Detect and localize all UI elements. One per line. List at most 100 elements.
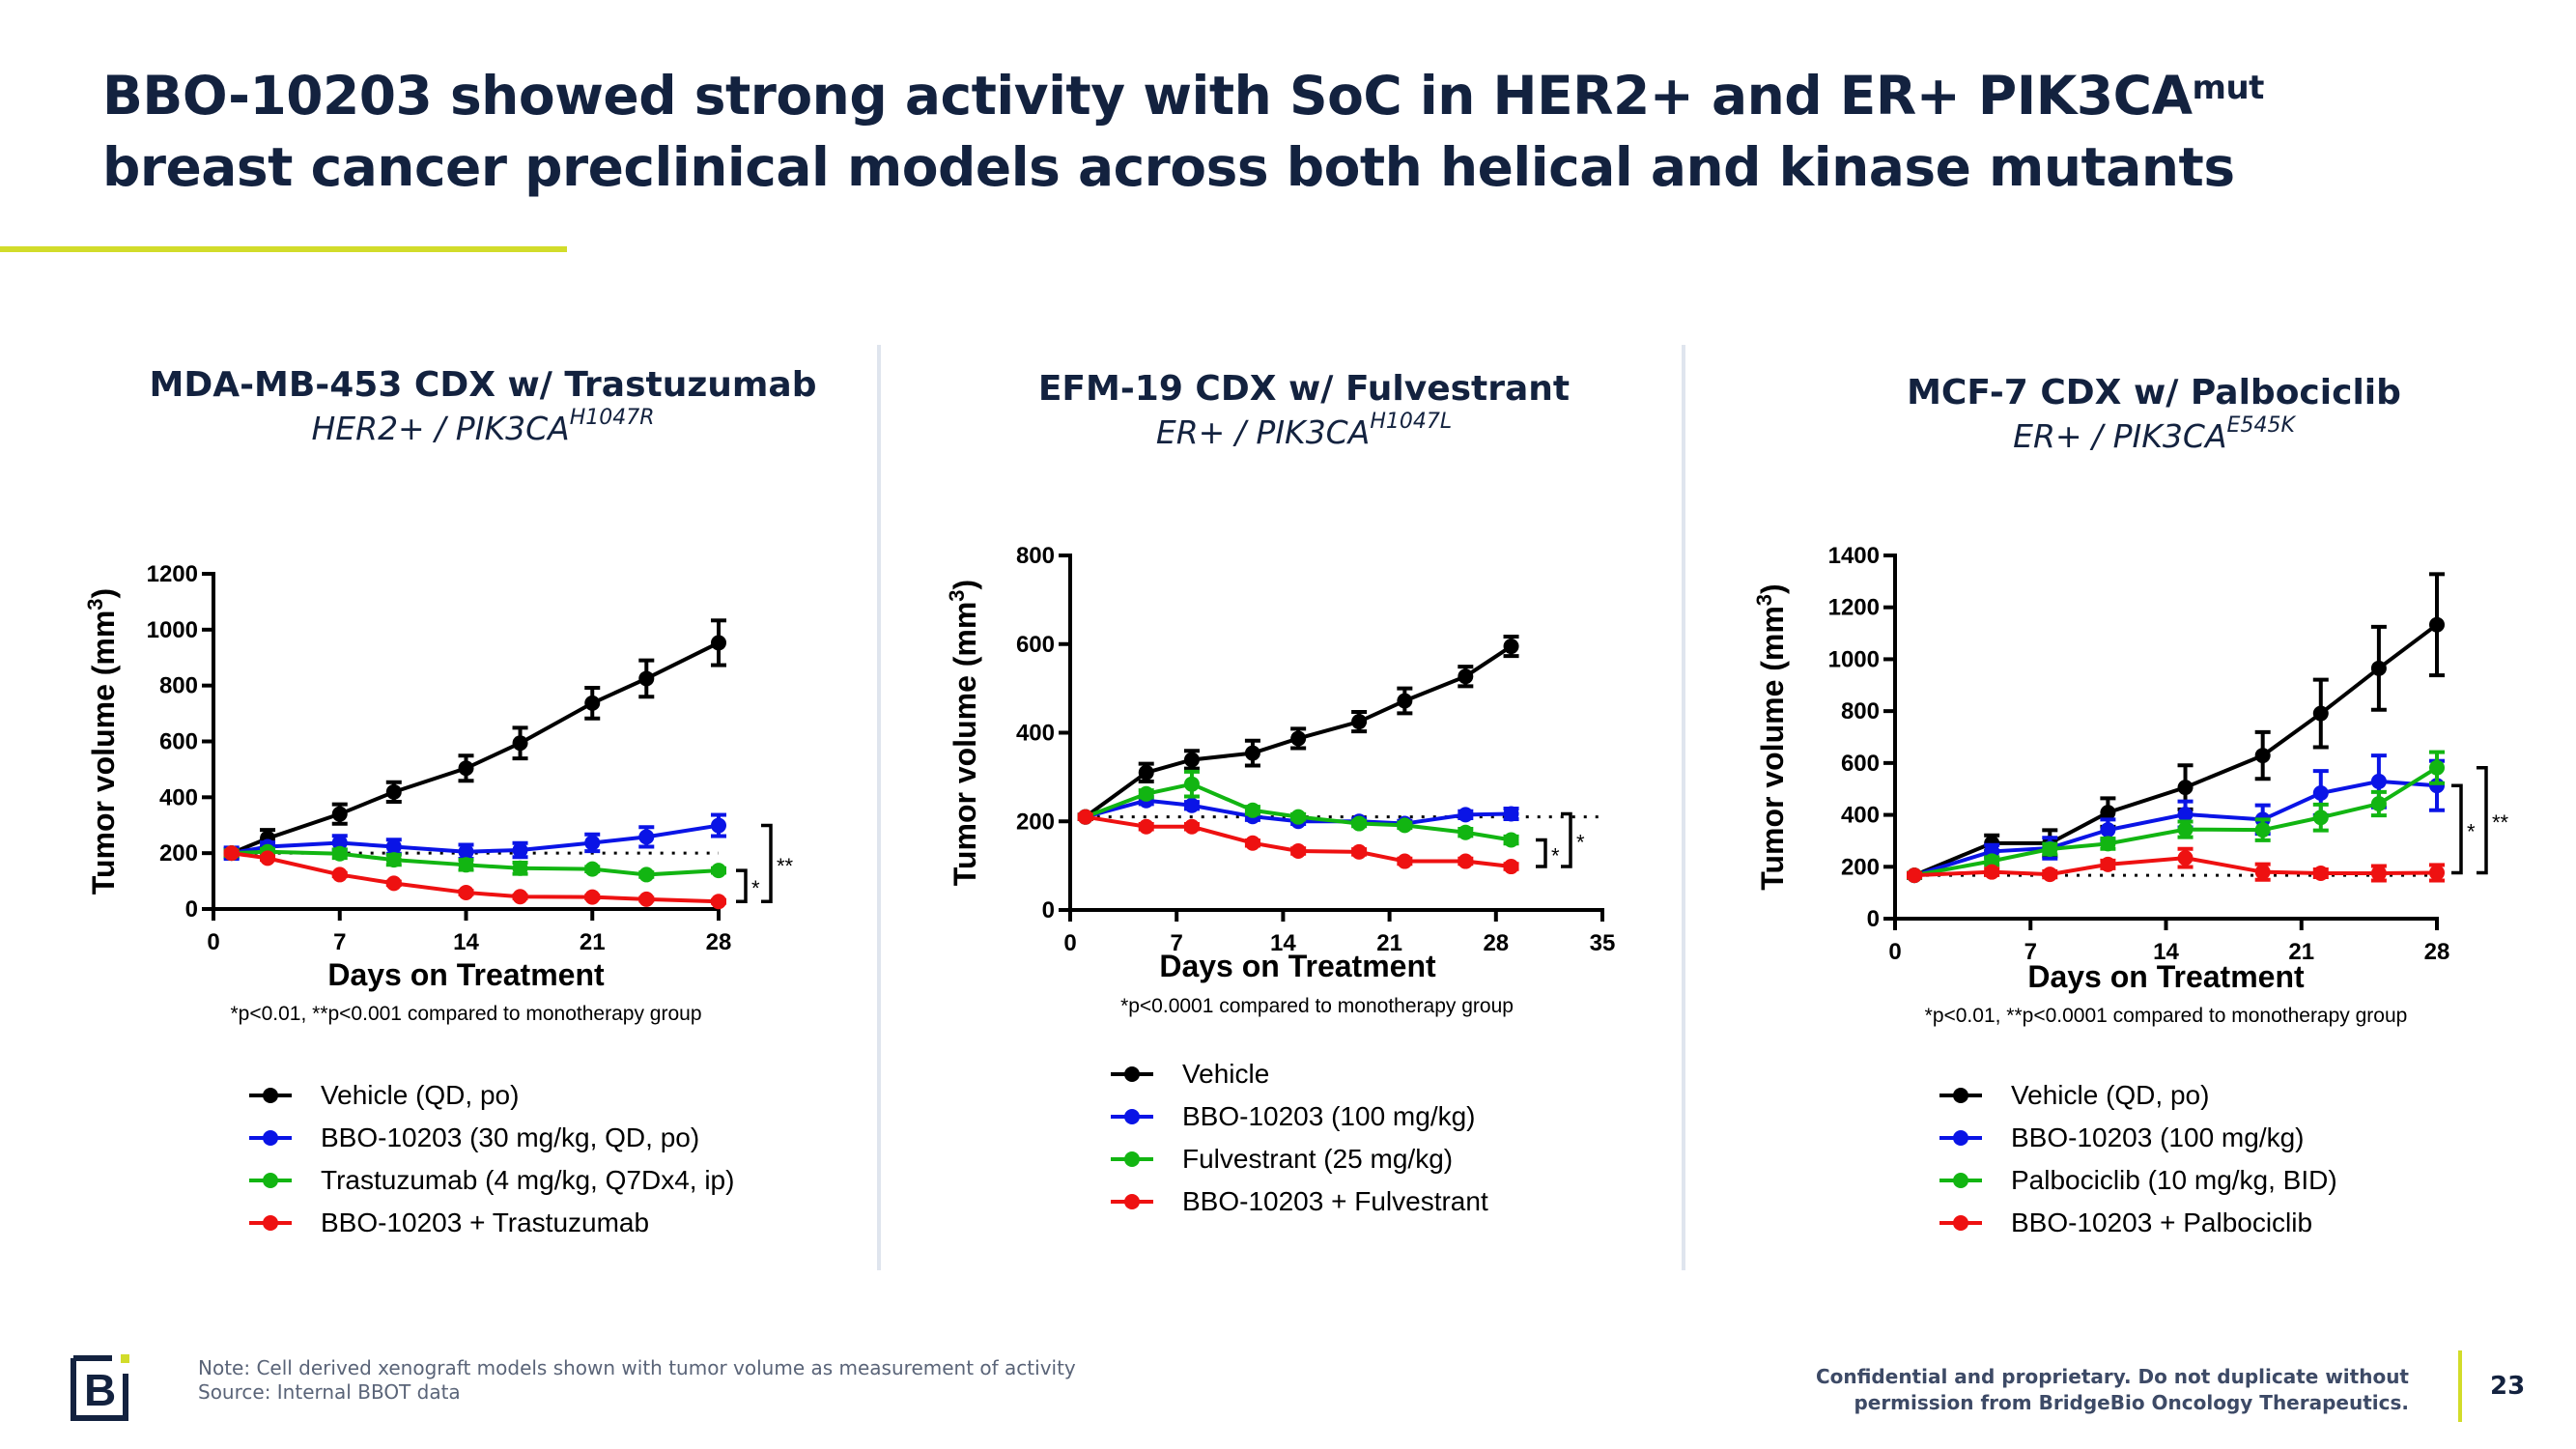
- legend-item: Vehicle (QD, po): [1939, 1074, 2337, 1117]
- data-point: [1503, 806, 1519, 822]
- panel-divider: [877, 345, 881, 1270]
- chart-1-subtitle-text: HER2+ / PIK3CA: [311, 410, 570, 447]
- data-point: [1244, 802, 1260, 818]
- x-axis-title: Days on Treatment: [1159, 949, 1436, 983]
- panel-divider: [1682, 345, 1685, 1270]
- data-point: [223, 845, 240, 862]
- data-point: [512, 889, 528, 905]
- data-point: [1183, 776, 1200, 792]
- data-point: [458, 760, 474, 777]
- legend-item: BBO-10203 (100 mg/kg): [1939, 1117, 2337, 1159]
- data-point: [711, 817, 726, 834]
- confidentiality-line: Confidential and proprietary. Do not dup…: [1815, 1365, 2409, 1388]
- series-combo: [1907, 846, 2445, 884]
- data-point: [2254, 748, 2271, 764]
- data-point: [1183, 818, 1200, 835]
- x-tick-label: 21: [1376, 930, 1402, 956]
- slide-title-sup: mut: [2192, 69, 2265, 107]
- x-tick-label: 28: [1483, 930, 1509, 956]
- significance-bracket: [761, 823, 773, 903]
- data-point: [1138, 785, 1154, 802]
- data-point: [2370, 773, 2387, 789]
- data-point: [1351, 714, 1368, 730]
- data-point: [331, 867, 348, 883]
- x-tick-label: 21: [580, 929, 606, 955]
- chart-1-legend: Vehicle (QD, po) BBO-10203 (30 mg/kg, QD,…: [249, 1074, 734, 1244]
- data-point: [711, 894, 726, 910]
- data-point: [1503, 639, 1519, 655]
- data-point: [1458, 668, 1474, 685]
- chart-3-subtitle-sup: E545K: [2226, 413, 2295, 438]
- confidentiality-line: permission from BridgeBio Oncology Thera…: [1854, 1391, 2409, 1414]
- significance-bracket: [2451, 783, 2463, 875]
- legend-marker-icon: [249, 1128, 292, 1148]
- svg-text:B: B: [84, 1365, 116, 1415]
- data-point: [2312, 866, 2329, 881]
- data-point: [385, 852, 402, 868]
- data-point: [1907, 867, 1923, 884]
- series-vehicle: [1077, 634, 1519, 825]
- bridgebio-logo-icon: B: [71, 1354, 129, 1421]
- significance-label: **: [2492, 810, 2509, 835]
- significance-bracket: [736, 868, 748, 903]
- legend-marker-icon: [1939, 1128, 1982, 1148]
- footer-source-line: Source: Internal BBOT data: [198, 1380, 461, 1404]
- significance-label: *: [2467, 819, 2476, 843]
- chart-3-subtitle: ER+ / PIK3CAE545K: [1768, 413, 2540, 455]
- y-tick-label: 1200: [1828, 595, 1880, 621]
- data-point: [2100, 822, 2116, 838]
- legend-label: BBO-10203 (30 mg/kg, QD, po): [321, 1122, 700, 1152]
- data-point: [584, 695, 601, 711]
- legend-item: BBO-10203 + Trastuzumab: [249, 1202, 734, 1244]
- x-tick-label: 7: [333, 929, 346, 955]
- footer-note: Note: Cell derived xenograft models show…: [198, 1356, 1076, 1405]
- legend-marker-icon: [249, 1171, 292, 1190]
- data-point: [1458, 807, 1474, 823]
- data-point: [1290, 809, 1307, 825]
- data-point: [584, 861, 601, 877]
- x-tick-label: 0: [207, 929, 219, 955]
- y-tick-label: 800: [1016, 543, 1055, 569]
- data-point: [331, 806, 348, 822]
- y-tick-label: 1200: [147, 561, 198, 587]
- data-point: [385, 875, 402, 892]
- legend-item: Fulvestrant (25 mg/kg): [1111, 1138, 1488, 1180]
- y-tick-label: 600: [159, 729, 198, 755]
- slide-title: BBO-10203 showed strong activity with So…: [102, 60, 2264, 203]
- legend-marker-icon: [1111, 1065, 1153, 1084]
- data-point: [385, 838, 402, 855]
- y-tick-label: 200: [159, 840, 198, 867]
- data-point: [1984, 853, 2000, 869]
- y-tick-label: 200: [1841, 854, 1880, 880]
- chart-1-title: MDA-MB-453 CDX w/ Trastuzumab: [149, 365, 817, 405]
- data-point: [512, 860, 528, 876]
- data-point: [260, 850, 276, 867]
- legend-label: Trastuzumab (4 mg/kg, Q7Dx4, ip): [321, 1165, 735, 1195]
- chart-1-subtitle: HER2+ / PIK3CAH1047R: [97, 406, 869, 447]
- y-tick-label: 600: [1016, 632, 1055, 658]
- data-point: [2370, 866, 2387, 881]
- series-combo: [1077, 809, 1519, 875]
- x-tick-label: 28: [2424, 939, 2450, 965]
- data-point: [2429, 616, 2445, 633]
- y-tick-label: 400: [159, 784, 198, 810]
- legend-marker-icon: [1939, 1213, 1982, 1233]
- y-tick-label: 1400: [1828, 543, 1880, 569]
- data-point: [638, 891, 655, 907]
- x-tick-label: 35: [1590, 930, 1616, 956]
- significance-bracket: [1561, 811, 1572, 868]
- legend-label: BBO-10203 + Trastuzumab: [321, 1208, 650, 1237]
- data-point: [1397, 693, 1413, 709]
- data-point: [2042, 867, 2058, 883]
- page-number: 23: [2490, 1372, 2526, 1401]
- legend-item: Vehicle: [1111, 1053, 1488, 1095]
- title-accent-line: [0, 246, 567, 252]
- data-point: [1397, 853, 1413, 869]
- legend-label: Vehicle: [1182, 1059, 1270, 1089]
- chart-1-subtitle-sup: H1047R: [569, 406, 655, 430]
- legend-marker-icon: [1111, 1192, 1153, 1211]
- legend-item: Trastuzumab (4 mg/kg, Q7Dx4, ip): [249, 1159, 734, 1202]
- legend-label: Vehicle (QD, po): [321, 1080, 520, 1110]
- data-point: [638, 867, 655, 883]
